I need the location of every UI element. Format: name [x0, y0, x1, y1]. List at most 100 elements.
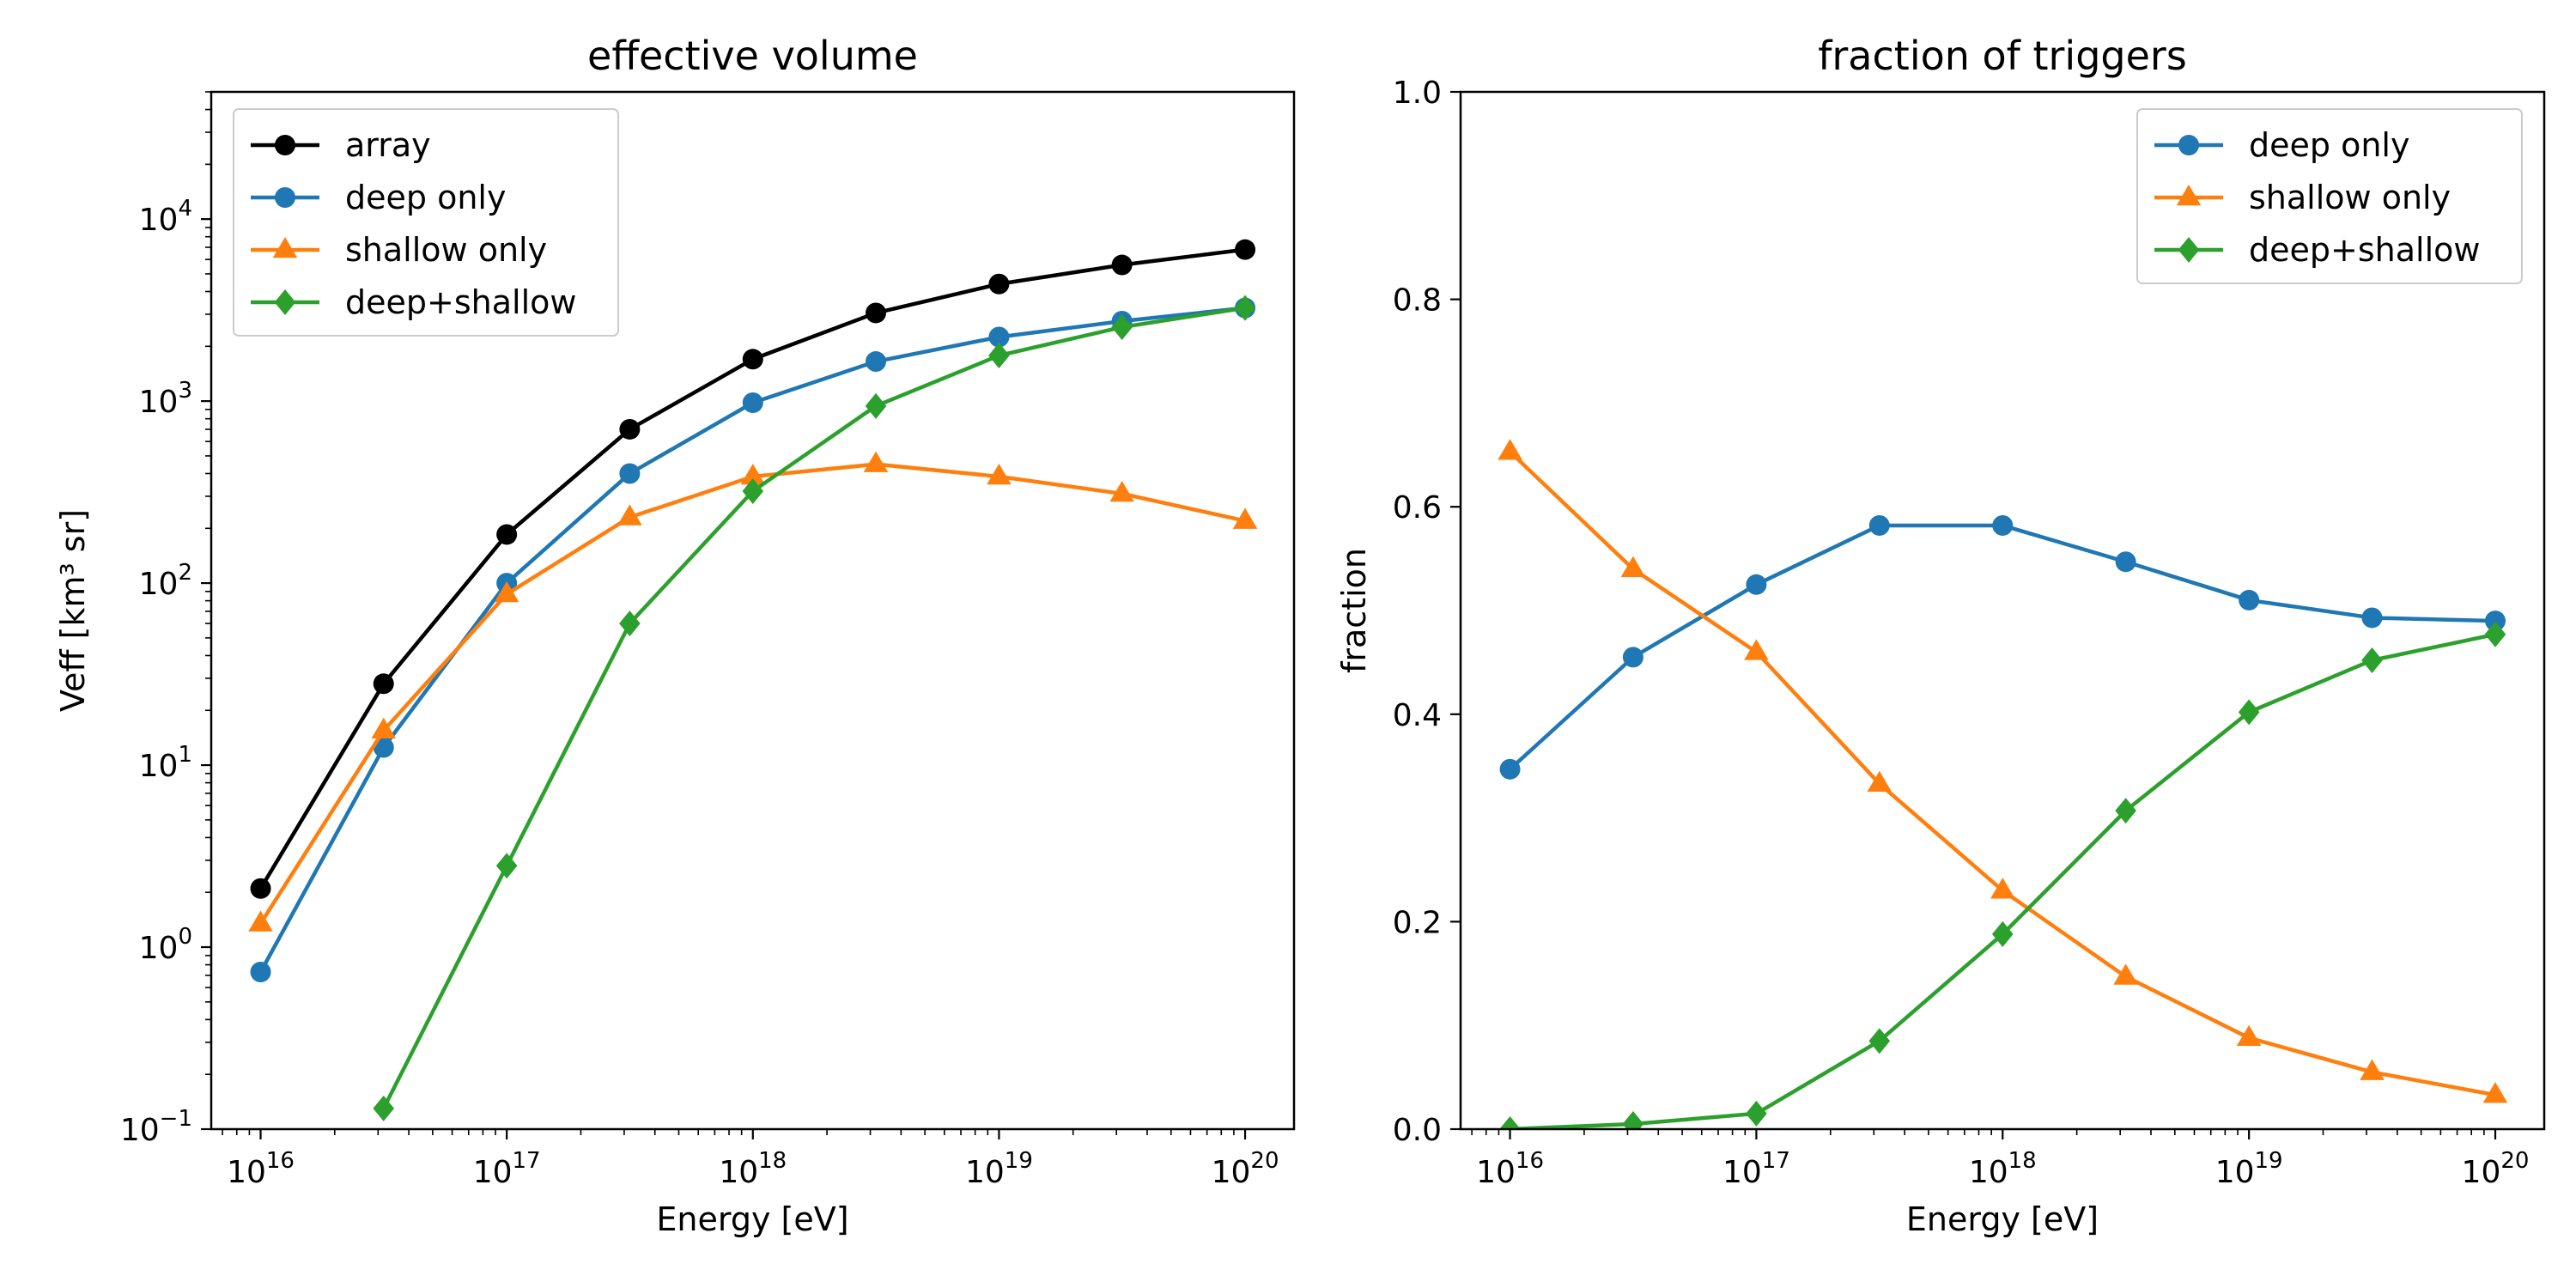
data-point	[1867, 770, 1893, 793]
series-line	[258, 247, 1246, 890]
data-point	[373, 673, 394, 695]
data-point	[371, 717, 396, 739]
plot-area	[248, 239, 1258, 1121]
legend-box	[233, 108, 619, 337]
data-point	[373, 737, 394, 758]
legend-box	[2136, 108, 2523, 284]
data-point	[988, 343, 1010, 369]
plot-area	[1498, 439, 2508, 1129]
legend-entry: deep+shallow	[251, 283, 576, 321]
data-point	[619, 418, 641, 440]
data-point	[2361, 607, 2383, 629]
y-tick-label: 101	[139, 742, 192, 784]
legend-label: array	[345, 126, 431, 164]
y-tick-label: 103	[139, 378, 192, 420]
x-tick-label: 1018	[1969, 1148, 2037, 1190]
data-point	[742, 478, 764, 505]
data-point	[2485, 611, 2506, 632]
x-axis-label: Energy [eV]	[656, 1200, 848, 1238]
series-array	[250, 239, 1256, 899]
data-point	[1234, 295, 1256, 321]
legend-marker	[275, 187, 295, 208]
x-axis-label: Energy [eV]	[1906, 1200, 2099, 1238]
data-point	[2361, 647, 2383, 673]
legend-marker	[272, 237, 298, 258]
x-tick-label: 1016	[1476, 1148, 1544, 1190]
legend-entry: deep only	[251, 179, 506, 216]
data-point	[2115, 798, 2136, 824]
y-tick-label: 0.4	[1393, 698, 1442, 733]
data-point	[988, 273, 1010, 295]
data-point	[1746, 1100, 1767, 1127]
legend-marker	[275, 135, 295, 155]
chart-title: fraction of triggers	[1818, 33, 2187, 79]
x-tick-label: 1020	[2462, 1148, 2530, 1190]
y-tick-label: 10−1	[120, 1106, 192, 1148]
data-point	[2113, 963, 2138, 985]
legend-label: deep+shallow	[2249, 231, 2480, 269]
data-point	[1991, 920, 2014, 947]
data-point	[865, 392, 887, 419]
chart-panel-fraction-of-triggers: 1016 1017 1018 1019 1020 0.0 0.2 0.4 0.6 0.8 1.0 fr…	[1335, 33, 2546, 1238]
series-deep-only	[1499, 514, 2506, 780]
data-point	[1746, 574, 1767, 595]
data-point	[248, 910, 273, 932]
y-tick-label: 0.2	[1393, 905, 1442, 940]
legend: array deep only shallow only deep+shallow	[233, 108, 619, 337]
y-tick-label: 0.0	[1393, 1113, 1442, 1148]
series-line	[1509, 450, 2496, 1097]
y-tick-label: 102	[139, 560, 192, 602]
data-point	[1111, 313, 1133, 340]
data-point	[1992, 514, 2014, 536]
legend-marker	[2176, 185, 2202, 206]
x-tick-label: 1020	[1212, 1148, 1279, 1190]
x-tick-label: 1016	[227, 1148, 295, 1190]
data-point	[863, 451, 889, 472]
data-point	[988, 326, 1010, 348]
legend-label: shallow only	[345, 231, 547, 269]
data-point	[2484, 621, 2506, 647]
chart-panel-effective-volume: 1016 1017 1018 1019 1020 10−1 100 101 102 103 104 e…	[54, 33, 1296, 1238]
data-point	[2236, 1024, 2262, 1046]
data-point	[1499, 758, 1521, 780]
data-point	[740, 463, 766, 485]
data-point	[1744, 639, 1769, 660]
y-axis-label: fraction	[1335, 548, 1373, 673]
data-point	[250, 878, 271, 899]
y-tick-label: 1.0	[1393, 76, 1442, 111]
data-point	[1235, 239, 1256, 260]
data-point	[1622, 647, 1643, 668]
y-axis-label: Veff [km³ sr]	[54, 509, 92, 712]
data-point	[742, 392, 763, 413]
y-tick-label: 104	[139, 196, 192, 238]
series-deep-only	[250, 297, 1256, 983]
legend-label: deep only	[2249, 126, 2409, 164]
data-point	[1232, 507, 1258, 529]
legend-entry: deep+shallow	[2154, 231, 2480, 269]
legend-label: shallow only	[2249, 179, 2451, 216]
data-point	[2239, 589, 2260, 611]
chart-title: effective volume	[587, 33, 918, 79]
y-tick-label: 100	[139, 924, 192, 966]
data-point	[2482, 1082, 2508, 1103]
data-point	[1868, 514, 1890, 536]
data-point	[2238, 699, 2260, 726]
data-point	[866, 302, 887, 324]
data-point	[1499, 1116, 1521, 1129]
data-point	[1622, 1110, 1644, 1129]
data-point	[1109, 480, 1134, 502]
legend-marker	[2178, 237, 2200, 263]
data-point	[250, 962, 271, 983]
data-point	[866, 351, 887, 373]
data-point	[1620, 556, 1646, 577]
data-point	[495, 853, 518, 879]
data-point	[987, 463, 1012, 485]
y-tick-label: 0.8	[1393, 283, 1442, 319]
data-point	[1990, 878, 2015, 899]
x-tick-label: 1017	[1722, 1148, 1790, 1190]
data-point	[1498, 439, 1522, 460]
data-point	[619, 611, 641, 637]
y-tick-label: 0.6	[1393, 490, 1442, 526]
legend-entry: shallow only	[251, 231, 547, 269]
